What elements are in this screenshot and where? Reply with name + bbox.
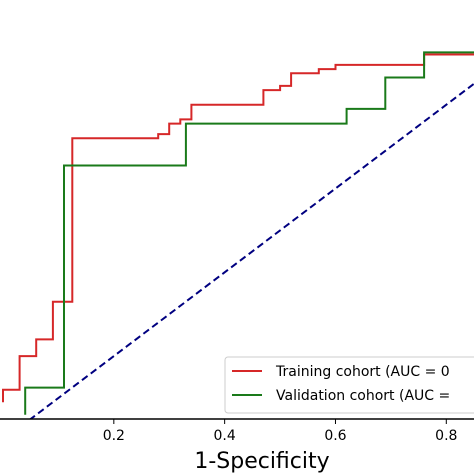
x-axis-label: 1-Specificity — [194, 449, 329, 474]
series-line-training — [2, 53, 474, 403]
legend-label-validation: Validation cohort (AUC = — [276, 388, 450, 404]
legend: Training cohort (AUC = 0 Validation coho… — [224, 356, 474, 414]
plot-frame — [0, 418, 474, 420]
x-tick-label: 0.8 — [435, 428, 457, 444]
x-tick-label: 0.6 — [324, 428, 346, 444]
legend-box — [224, 356, 474, 414]
series-layer — [2, 51, 474, 419]
series-line-validation — [24, 51, 474, 415]
legend-label-training: Training cohort (AUC = 0 — [275, 364, 450, 380]
x-tick-label: 0.4 — [214, 428, 236, 444]
x-tick-label: 0.2 — [103, 428, 125, 444]
x-axis-ticks: 0.2 0.4 0.6 0.8 — [103, 419, 457, 444]
